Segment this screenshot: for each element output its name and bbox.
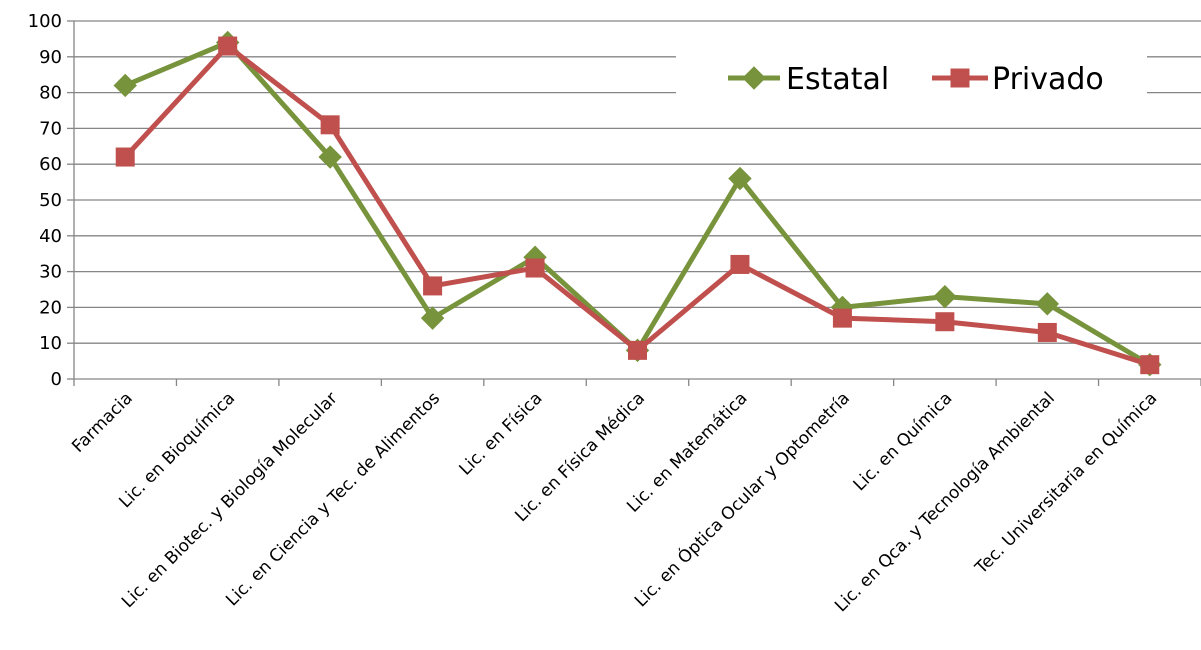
data-point	[115, 147, 135, 167]
y-tick-label: 70	[39, 118, 62, 139]
data-point	[318, 145, 342, 169]
data-point	[218, 36, 238, 56]
data-point	[935, 312, 955, 332]
data-point	[113, 73, 137, 98]
legend-marker	[950, 68, 970, 88]
x-tick-label: Lic. en Biotec. y Biología Molecular	[118, 388, 342, 612]
y-tick-label: 60	[39, 154, 62, 175]
gridlines	[74, 20, 1201, 344]
series-privado	[115, 36, 1160, 375]
y-tick-label: 90	[39, 47, 62, 68]
x-tick-label: Lic. en Química	[850, 388, 957, 495]
y-tick-label: 30	[39, 262, 62, 283]
legend-label: Privado	[992, 62, 1104, 97]
data-point	[423, 276, 443, 296]
data-point	[730, 254, 750, 274]
series-layer	[113, 30, 1162, 377]
y-tick-label: 20	[39, 297, 62, 318]
x-tick-label: Lic. en Ciencia y Tec. de Alimentos	[222, 388, 444, 610]
y-axis: 0 10 20 30 40 50 60 70 80 90 100	[28, 11, 75, 390]
x-tick-label: Tec. Universitaria en Química	[971, 388, 1161, 578]
x-tick-label: Lic. en Bioquímica	[115, 388, 239, 512]
y-tick-label: 0	[51, 369, 62, 390]
x-tick-label: Lic. en Física	[455, 388, 546, 479]
data-point	[1037, 322, 1057, 342]
data-point	[832, 308, 852, 328]
data-point	[525, 258, 545, 278]
y-tick-label: 80	[39, 83, 62, 104]
legend: Estatal Privado	[676, 38, 1147, 119]
y-tick-label: 100	[28, 11, 62, 32]
data-point	[1035, 292, 1060, 316]
y-tick-label: 10	[39, 333, 62, 354]
x-tick-label: Lic. en Qca. y Tecnología Ambiental	[831, 388, 1059, 616]
data-point	[728, 166, 752, 191]
legend-label: Estatal	[786, 62, 889, 97]
legend-marker	[742, 66, 766, 90]
data-point	[933, 284, 957, 309]
x-tick-label: Lic. en Óptica Ocular y Optometría	[630, 387, 854, 611]
x-tick-label: Farmacia	[68, 388, 136, 456]
data-point	[1140, 355, 1160, 375]
data-point	[320, 115, 340, 135]
data-point	[420, 306, 445, 330]
y-tick-label: 50	[39, 190, 62, 211]
legend-item-estatal: Estatal	[728, 62, 889, 97]
legend-item-privado: Privado	[932, 62, 1104, 97]
data-point	[628, 340, 647, 360]
y-tick-label: 40	[39, 226, 62, 247]
